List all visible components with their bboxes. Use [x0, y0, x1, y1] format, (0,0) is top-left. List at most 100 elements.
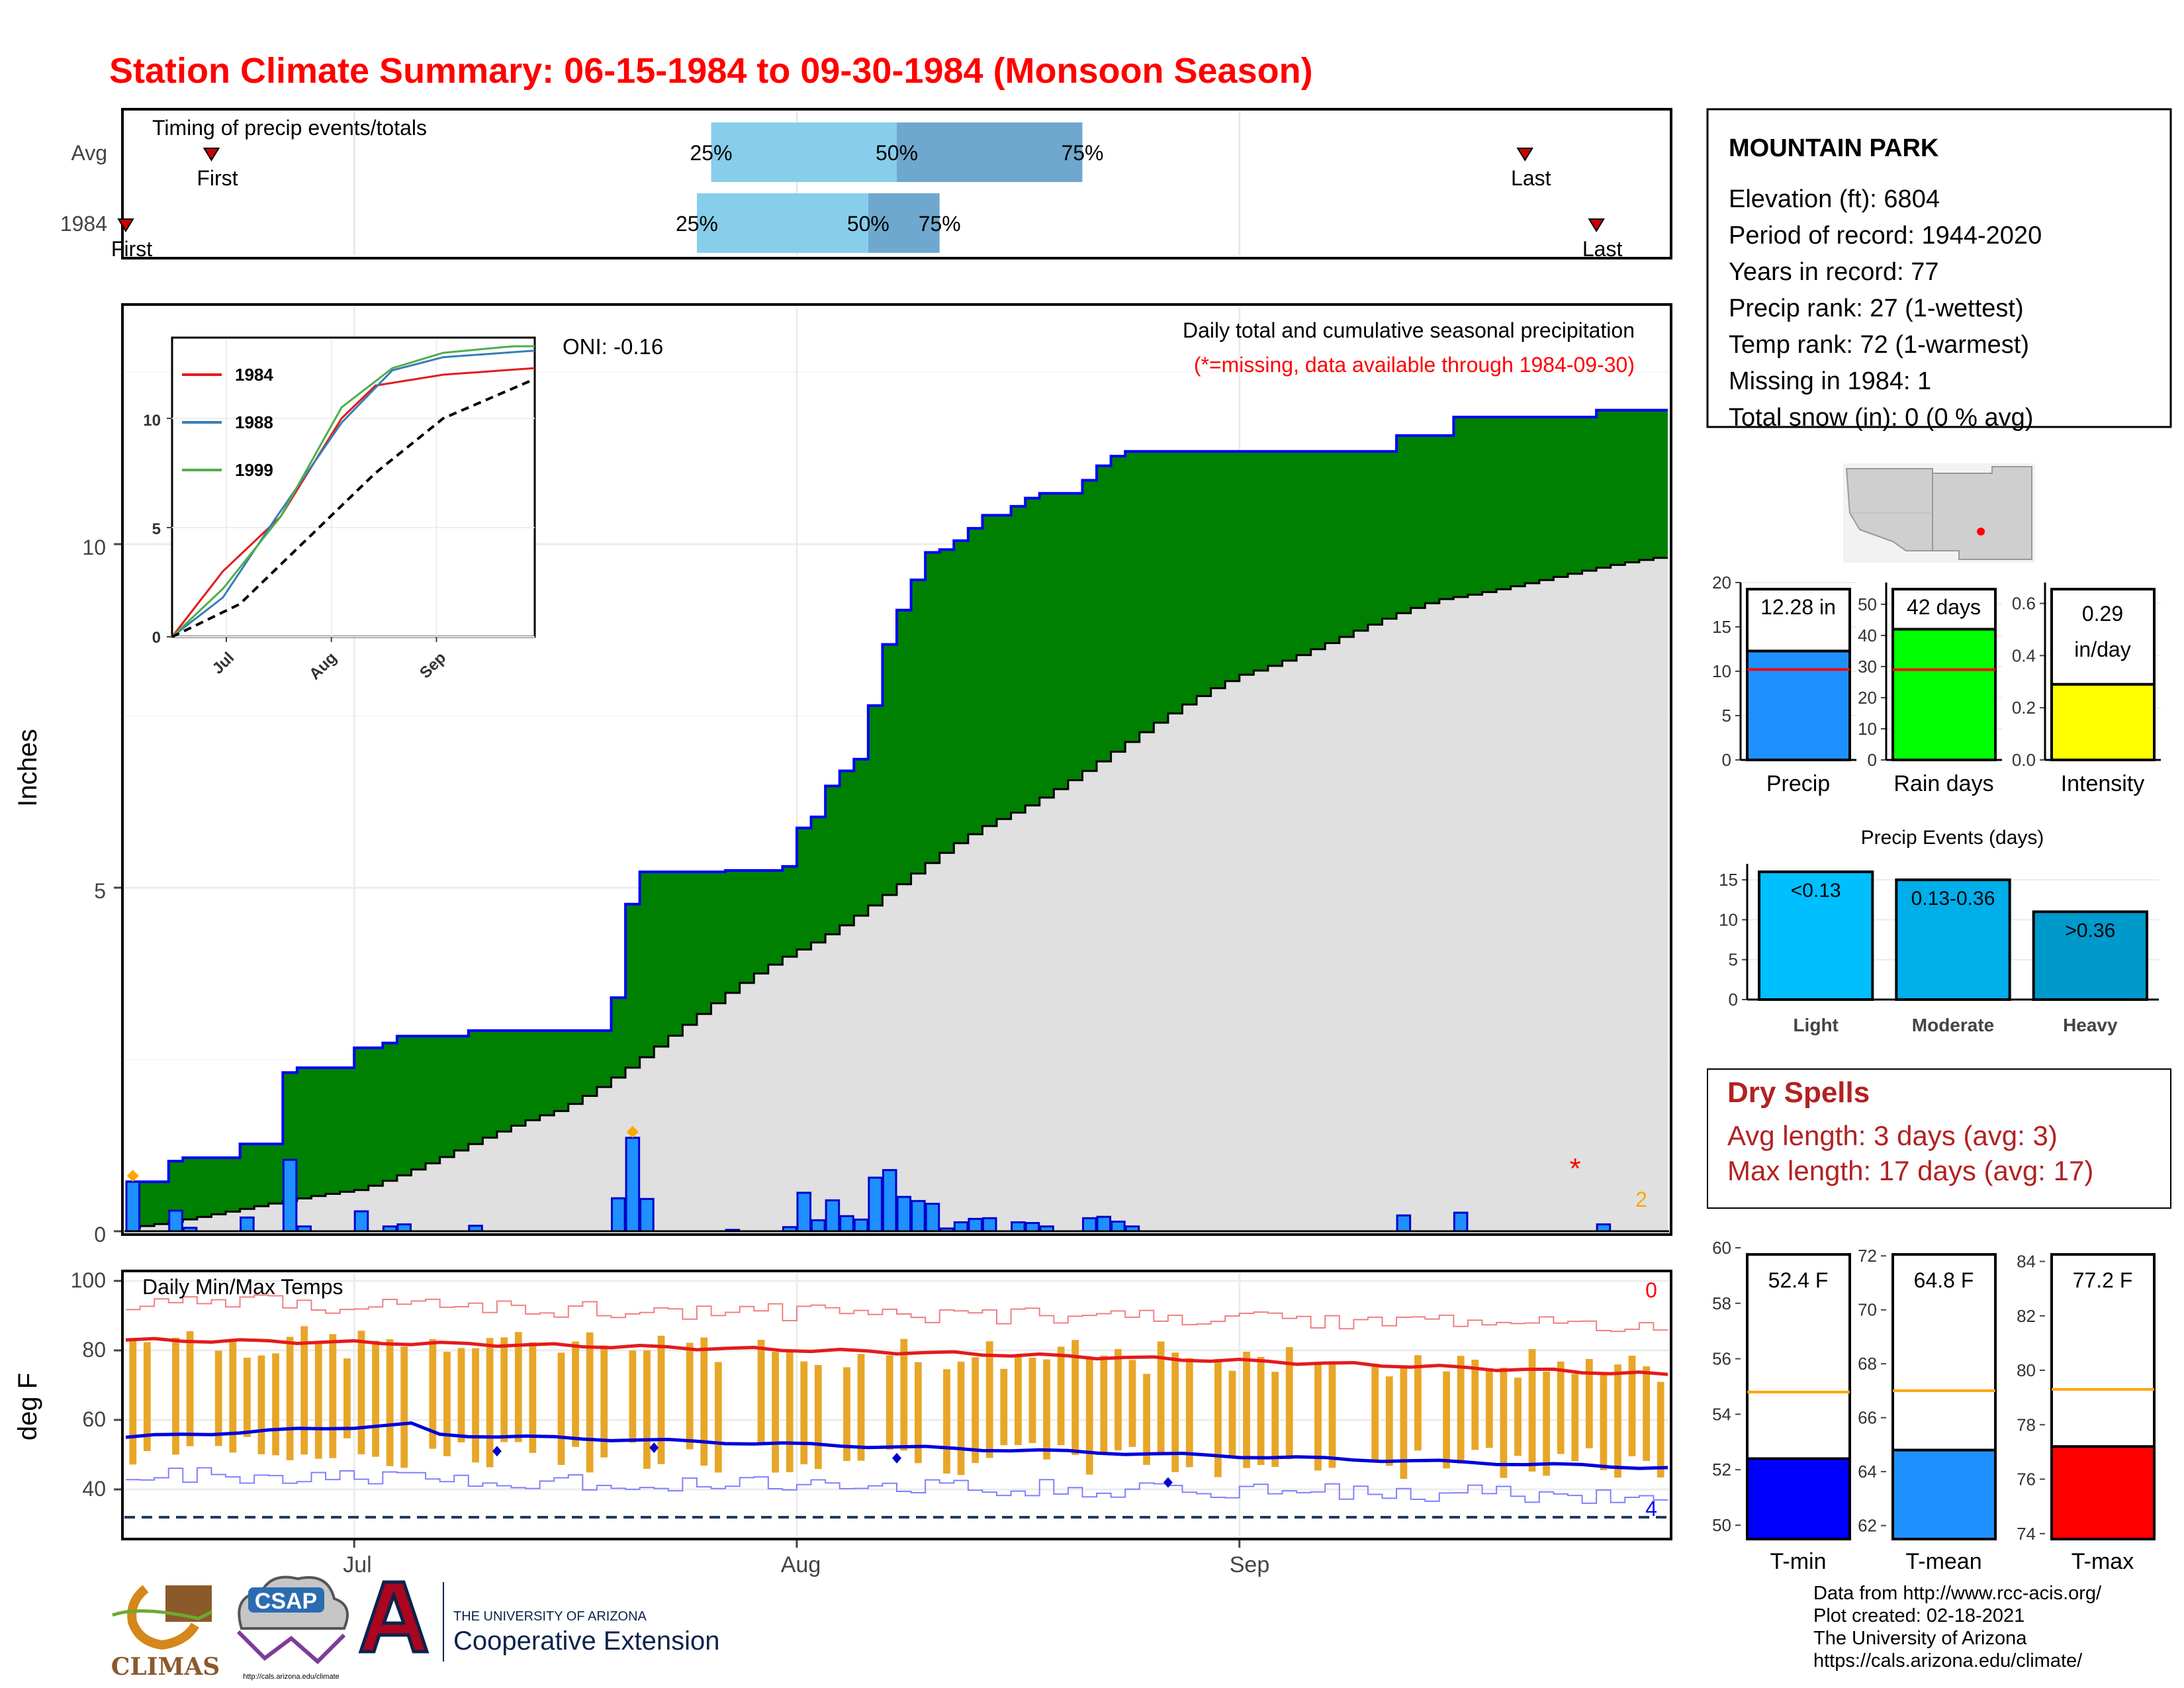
timing-pct-75: 75% [1061, 141, 1103, 165]
daily-temp-bar [629, 1350, 637, 1443]
daily-temp-bar [272, 1353, 279, 1456]
daily-temp-bar [1100, 1355, 1108, 1455]
temp-summary-tick-label: 52 [1712, 1460, 1731, 1479]
events-category-label: Light [1793, 1015, 1838, 1035]
timing-first-label: First [111, 237, 152, 261]
inset-legend-label-1988: 1988 [235, 412, 273, 432]
daily-temp-bar [172, 1337, 179, 1455]
precip-caption: Daily total and cumulative seasonal prec… [1183, 318, 1635, 342]
precip-ytick-5: 5 [94, 879, 106, 903]
daily-temp-bar [1243, 1351, 1250, 1468]
temp-summary-value-label: 52.4 F [1768, 1268, 1829, 1292]
temp-summary-value-label: 77.2 F [2073, 1268, 2133, 1292]
daily-temp-bar [1500, 1368, 1508, 1478]
daily-precip-bar [925, 1202, 940, 1233]
average-tmax-line [125, 1336, 1668, 1376]
daily-precip-bar [796, 1192, 812, 1233]
daily-temp-bar [972, 1357, 979, 1464]
summary-value-box [2050, 588, 2156, 686]
daily-temp-bar [1643, 1366, 1651, 1462]
events-tick-label: 15 [1719, 870, 1738, 890]
climas-logo-text: CLIMAS [111, 1653, 220, 1681]
temp-ylabel: deg F [13, 1373, 42, 1440]
summary-tick-label: 0 [1722, 750, 1731, 770]
daily-temp-bar [343, 1358, 351, 1438]
precip-caption-missing: (*=missing, data available through 1984-… [1194, 353, 1635, 377]
events-bar-heavy [2032, 910, 2149, 1001]
inset-line-1999 [171, 345, 535, 638]
daily-temp-bar [700, 1337, 708, 1466]
daily-temp-bar [443, 1351, 451, 1456]
daily-precip-bar [396, 1223, 412, 1233]
events-bar-label: 0.13-0.36 [1911, 888, 1995, 910]
timing-panel: Timing of precip events/totals Avg 1984 … [60, 108, 1672, 261]
daily-temp-bar [357, 1331, 365, 1454]
cumulative-precip-line [126, 408, 1668, 1184]
daily-temp-bar [1328, 1361, 1336, 1468]
daily-temp-bar [1085, 1359, 1093, 1475]
temp-summary-tick-label: 72 [1858, 1246, 1877, 1266]
precip-events-chart: Precip Events (days) 0 5 10 15 <0.13 Light 0.1… [1719, 827, 2159, 1035]
daily-temp-bar [257, 1355, 265, 1454]
dry-spells-avg: Avg length: 3 days (avg: 3) [1727, 1120, 2058, 1151]
average-cumulative-line [126, 557, 1668, 1229]
daily-temp-bar [229, 1339, 237, 1453]
temp-summary-tick-label: 58 [1712, 1293, 1731, 1313]
temp-summary-bar-t-max [2050, 1445, 2156, 1541]
daily-temp-bar [1057, 1346, 1065, 1446]
inset-ytick-5: 5 [152, 520, 161, 538]
temp-title: Daily Min/Max Temps [142, 1275, 343, 1299]
station-line-missing: Missing in 1984: 1 [1729, 367, 1931, 395]
daily-temp-bar [1115, 1348, 1122, 1450]
daily-temp-bar [1585, 1358, 1593, 1448]
daily-temp-bar [772, 1352, 780, 1473]
station-line-elevation: Elevation (ft): 6804 [1729, 185, 1940, 213]
daily-precip-bar [240, 1216, 255, 1233]
record-low-marker [649, 1442, 659, 1453]
precip-count-marker: 2 [1635, 1188, 1647, 1211]
daily-temp-bar [814, 1364, 822, 1470]
daily-precip-bar [868, 1176, 883, 1233]
daily-temp-bar [457, 1348, 465, 1442]
summary-value-box [1746, 588, 1851, 653]
daily-temp-bar [943, 1369, 950, 1474]
daily-precip-bar [981, 1217, 997, 1233]
daily-precip-bar [882, 1169, 897, 1233]
events-tick-label: 5 [1729, 950, 1738, 970]
summary-tick-label: 20 [1712, 573, 1731, 592]
daily-temp-bar [1600, 1372, 1608, 1470]
temp-summary-bar-t-min [1746, 1457, 1851, 1540]
station-line-temp-rank: Temp rank: 72 (1-warmest) [1729, 331, 2029, 359]
temp-summary-tick-label: 66 [1858, 1408, 1877, 1428]
temp-ytick-60: 60 [82, 1407, 106, 1431]
temp-summary-value-label: 64.8 F [1914, 1268, 1974, 1292]
daily-precip-bar [953, 1221, 969, 1233]
ua-logo: THE UNIVERSITY OF ARIZONA Cooperative Ex… [358, 1580, 719, 1662]
timing-first-label: First [197, 166, 238, 190]
daily-temp-bar [1371, 1364, 1379, 1461]
inset-ytick-0: 0 [152, 629, 161, 647]
daily-temp-bar [1657, 1382, 1664, 1477]
daily-temp-bar [1314, 1362, 1322, 1471]
daily-temp-bar [1628, 1355, 1636, 1456]
precip-ytick-0: 0 [94, 1223, 106, 1246]
daily-temp-bar [500, 1337, 508, 1442]
missing-day-marker: * [1569, 1152, 1580, 1185]
csap-logo-text: CSAP [255, 1589, 317, 1614]
daily-temp-bar [1271, 1372, 1279, 1467]
station-location-dot [1977, 528, 1985, 536]
temp-summary-tick-label: 54 [1712, 1404, 1731, 1424]
summary-value-label: 42 days [1907, 595, 1981, 619]
daily-precip-bar [896, 1196, 912, 1233]
daily-temp-bar [1528, 1348, 1536, 1472]
daily-temp-bar [214, 1350, 222, 1446]
timing-pct-75: 75% [919, 212, 961, 236]
station-line-period: Period of record: 1944-2020 [1729, 222, 2042, 250]
daily-temp-bar [300, 1326, 308, 1455]
daily-precip-bar [1081, 1217, 1097, 1233]
daily-temp-bar [1143, 1374, 1150, 1465]
summary-tick-label: 0.4 [2012, 645, 2036, 665]
daily-precip-bar [1453, 1211, 1469, 1233]
dry-spells-max: Max length: 17 days (avg: 17) [1727, 1155, 2093, 1186]
